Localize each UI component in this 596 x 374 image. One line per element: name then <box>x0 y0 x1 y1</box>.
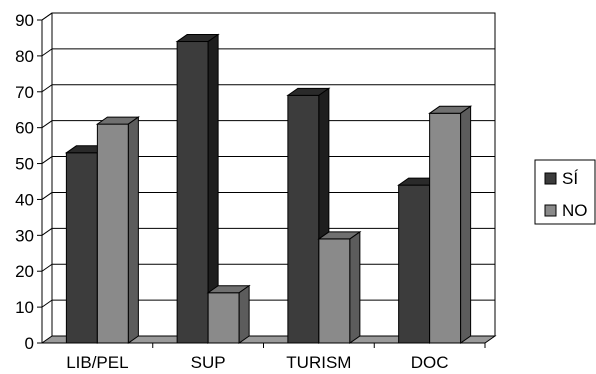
gridline-side <box>41 120 53 129</box>
y-tick-label: 20 <box>15 262 34 281</box>
gridline-side <box>41 192 53 200</box>
legend-swatch-si <box>544 172 557 185</box>
bar-side-lib-pel-no <box>127 116 139 344</box>
gridline-side <box>41 48 53 57</box>
bar-side-turism-no <box>349 230 361 344</box>
bar-doc-no <box>429 112 462 344</box>
legend: SÍ NO <box>534 159 596 225</box>
gridline-side <box>41 227 53 236</box>
bar-turism-si <box>287 94 320 344</box>
x-tick-label: LIB/PEL <box>66 353 128 372</box>
legend-label-si: SÍ <box>562 169 578 188</box>
y-tick-label: 40 <box>15 190 34 209</box>
bar-lib-pel-no <box>96 123 129 344</box>
bar-sup-si <box>176 41 209 344</box>
bars <box>64 33 473 344</box>
y-tick-label: 80 <box>15 47 34 66</box>
y-tick-label: 30 <box>15 226 34 245</box>
bar-doc-si <box>398 184 431 344</box>
y-tick-label: 10 <box>15 298 34 317</box>
gridline-side <box>41 299 53 308</box>
bar-lib-pel-si <box>65 152 98 344</box>
legend-swatch-no <box>544 204 557 217</box>
y-tick-label: 90 <box>15 11 34 30</box>
bar-side-doc-no <box>460 105 472 344</box>
bar-side-sup-no <box>238 284 250 344</box>
bar-turism-no <box>318 238 351 344</box>
gridline-side <box>41 263 53 272</box>
y-tick-label: 0 <box>25 334 34 353</box>
y-tick-label: 70 <box>15 83 34 102</box>
x-tick-label: TURISM <box>286 353 351 372</box>
x-tick-label: DOC <box>411 353 449 372</box>
axis-labels: 0 10 20 30 40 50 60 70 80 90 LIB/PEL SUP TURISM DOC <box>15 11 448 372</box>
gridline-side <box>41 84 53 93</box>
legend-label-no: NO <box>562 201 588 220</box>
y-tick-label: 50 <box>15 155 34 174</box>
y-tick-label: 60 <box>15 119 34 138</box>
x-tick-label: SUP <box>191 353 226 372</box>
y-axis-top-edge <box>41 12 53 21</box>
gridline-side <box>41 156 53 164</box>
bar-sup-no <box>207 292 240 344</box>
